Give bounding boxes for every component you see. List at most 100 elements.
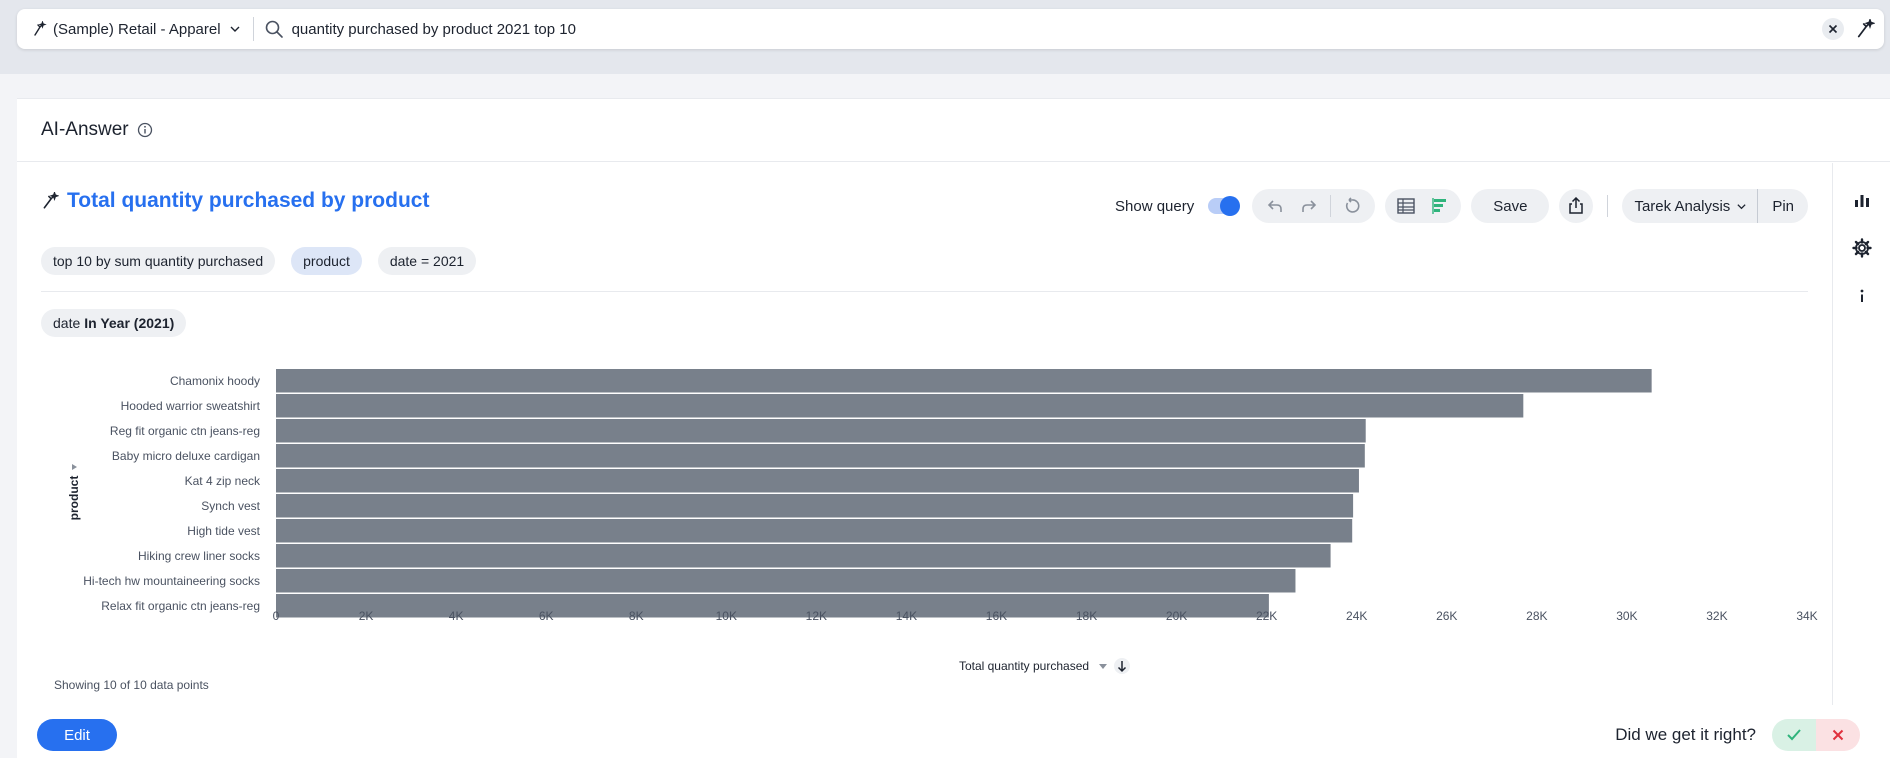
table-icon (1397, 198, 1415, 214)
y-tick-label: High tide vest (187, 524, 260, 538)
x-tick-label: 28K (1526, 609, 1547, 623)
x-tick-label: 30K (1616, 609, 1637, 623)
caret-icon (72, 464, 77, 470)
x-tick-label: 4K (449, 609, 464, 623)
bar-chart-icon (1432, 198, 1447, 214)
liveboard-selector[interactable]: Tarek Analysis (1622, 189, 1759, 223)
chart-bar[interactable] (276, 469, 1359, 493)
y-tick-label: Hooded warrior sweatshirt (121, 399, 261, 413)
datasource-selector[interactable]: (Sample) Retail - Apparel (17, 9, 253, 49)
chart-view-button[interactable] (1423, 189, 1457, 223)
chart-bar[interactable] (276, 419, 1366, 443)
redo-icon (1302, 200, 1317, 212)
y-tick-label: Hiking crew liner socks (138, 549, 260, 563)
sage-icon (1857, 19, 1875, 38)
chart-bar[interactable] (276, 594, 1269, 618)
info-button[interactable] (1845, 279, 1879, 313)
close-icon (1828, 24, 1838, 34)
filter-value: In Year (2021) (84, 315, 175, 331)
chart-bar[interactable] (276, 369, 1652, 393)
settings-button[interactable] (1845, 231, 1879, 265)
show-query-toggle[interactable] (1208, 196, 1241, 216)
toolbar-separator (1330, 195, 1332, 217)
bar-chart: Chamonix hoody Hooded warrior sweatshirt R… (67, 369, 1818, 674)
liveboard-label: Tarek Analysis (1634, 197, 1731, 215)
liveboard-controls: Tarek Analysis Pin (1622, 189, 1808, 223)
check-icon (1787, 729, 1801, 741)
chart-bar[interactable] (276, 544, 1331, 568)
search-icon (265, 20, 283, 38)
y-tick-label: Baby micro deluxe cardigan (112, 449, 260, 463)
thumbs-down-button[interactable] (1816, 719, 1860, 751)
chart-bar[interactable] (276, 519, 1353, 543)
top-band: (Sample) Retail - Apparel (0, 0, 1890, 74)
caret-down-icon (1099, 664, 1107, 669)
query-token[interactable]: top 10 by sum quantity purchased (41, 247, 276, 275)
reset-icon (1346, 197, 1360, 213)
chevron-down-icon (1737, 203, 1746, 209)
x-tick-label: 32K (1706, 609, 1727, 623)
share-button[interactable] (1559, 189, 1594, 223)
card-title: AI-Answer (41, 119, 129, 140)
viz-title: Total quantity purchased by product (41, 189, 429, 213)
chart-bar[interactable] (276, 394, 1524, 418)
y-tick-label: Reg fit organic ctn jeans-reg (110, 424, 260, 438)
info-icon[interactable] (137, 122, 153, 138)
y-tick-label: Hi-tech hw mountaineering socks (83, 574, 260, 588)
pin-button[interactable]: Pin (1772, 197, 1794, 215)
ai-search-button[interactable] (1852, 16, 1878, 42)
view-switcher (1385, 189, 1462, 223)
query-token[interactable]: product (291, 247, 362, 275)
sort-arrow-icon (1117, 661, 1127, 673)
undo-button[interactable] (1258, 189, 1292, 223)
chart-bar[interactable] (276, 444, 1365, 468)
data-points-note: Showing 10 of 10 data points (54, 678, 209, 692)
thumbs-up-button[interactable] (1772, 719, 1816, 751)
x-tick-label: 18K (1076, 609, 1097, 623)
answer-card: AI-Answer Total quantity purchased by pr… (17, 98, 1890, 758)
toolbar-separator (1607, 195, 1609, 217)
x-tick-label: 20K (1166, 609, 1187, 623)
chart-bar[interactable] (276, 569, 1296, 593)
visualization-panel: Total quantity purchased by product Show… (17, 163, 1832, 705)
save-button[interactable]: Save (1471, 189, 1550, 223)
chart-type-button[interactable] (1845, 183, 1879, 217)
x-axis-label: Total quantity purchased (959, 659, 1089, 673)
query-token[interactable]: date = 2021 (377, 247, 477, 275)
y-tick-label: Kat 4 zip neck (185, 474, 261, 488)
y-tick-label: Synch vest (201, 499, 260, 513)
x-tick-label: 14K (896, 609, 917, 623)
redo-button[interactable] (1292, 189, 1326, 223)
x-tick-label: 0 (273, 609, 280, 623)
sage-icon (34, 21, 47, 36)
y-tick-label: Relax fit organic ctn jeans-reg (101, 599, 260, 613)
feedback-bar: Did we get it right? (1615, 719, 1860, 751)
divider (41, 291, 1808, 292)
clear-search-button[interactable] (1822, 18, 1844, 40)
x-tick-label: 8K (629, 609, 644, 623)
search-divider (252, 17, 254, 41)
x-tick-label: 16K (986, 609, 1007, 623)
reset-button[interactable] (1335, 189, 1369, 223)
date-filter-chip[interactable]: date In Year (2021) (41, 309, 187, 337)
feedback-question: Did we get it right? (1615, 725, 1756, 744)
y-axis-label: product (67, 476, 81, 521)
x-tick-label: 22K (1256, 609, 1277, 623)
close-icon (1832, 729, 1844, 741)
x-tick-label: 10K (716, 609, 737, 623)
table-view-button[interactable] (1389, 189, 1423, 223)
edit-button[interactable]: Edit (37, 719, 117, 751)
gear-icon (1852, 238, 1872, 258)
x-tick-label: 2K (359, 609, 374, 623)
bar-chart-icon (1855, 195, 1869, 207)
search-bar: (Sample) Retail - Apparel (17, 9, 1884, 49)
history-controls (1252, 189, 1376, 223)
sage-icon (43, 192, 59, 209)
share-icon (1569, 197, 1584, 214)
search-input[interactable] (291, 9, 1822, 49)
chevron-down-icon (230, 26, 240, 32)
info-icon (1860, 289, 1864, 302)
right-sidebar (1832, 163, 1890, 705)
viz-title-text[interactable]: Total quantity purchased by product (67, 189, 430, 212)
chart-bar[interactable] (276, 494, 1354, 518)
